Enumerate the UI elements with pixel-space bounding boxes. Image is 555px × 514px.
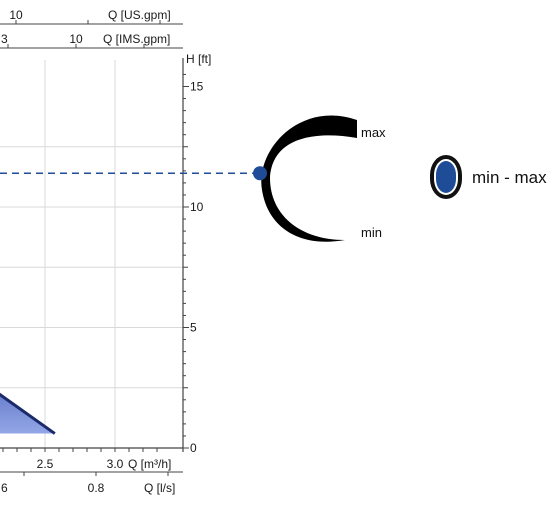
x-axis-label-ims: Q [IMS.gpm] bbox=[103, 32, 170, 46]
x-tick-label-ls-0.8: 0.8 bbox=[88, 481, 105, 495]
y-axis-unit-label: H [ft] bbox=[186, 52, 211, 66]
oval-icon-fill bbox=[436, 161, 456, 193]
x-tick-label-ims-partial: 3 bbox=[1, 32, 8, 46]
y-tick-label-10: 10 bbox=[190, 200, 204, 214]
x-tick-label-ls-partial: 6 bbox=[1, 481, 8, 495]
axis-ticks bbox=[2, 20, 189, 476]
y-tick-label-15: 15 bbox=[190, 80, 204, 94]
x-tick-label-m3h-2.5: 2.5 bbox=[37, 457, 54, 471]
pump-curve bbox=[0, 337, 56, 435]
dial-min-label: min bbox=[361, 225, 382, 240]
chart-axes bbox=[0, 23, 184, 473]
y-tick-label-5: 5 bbox=[190, 321, 197, 335]
x-tick-label-ims-10: 10 bbox=[69, 32, 83, 46]
x-axis-label-ls: Q [l/s] bbox=[144, 481, 175, 495]
legend-min-max-label: min - max bbox=[472, 168, 547, 187]
y-tick-label-0: 0 bbox=[190, 441, 197, 455]
x-tick-label-m3h-3.0: 3.0 bbox=[107, 457, 124, 471]
axis-labels: 0 5 10 15 H [ft] 2.5 3.0 Q [m³/h] 6 0.8 Q [l/s] 10 Q… bbox=[0, 8, 258, 495]
curve-edge-line bbox=[0, 392, 56, 435]
speed-legend: min - max bbox=[430, 155, 547, 199]
x-tick-label-us-10: 10 bbox=[9, 8, 23, 22]
dial-max-label: max bbox=[361, 125, 386, 140]
operating-point-marker[interactable] bbox=[253, 166, 267, 181]
x-axis-label-m3h: Q [m³/h] bbox=[128, 457, 171, 471]
x-axis-label-us: Q [US.gpm] bbox=[108, 8, 171, 22]
curve-area bbox=[0, 337, 55, 434]
chart-grid bbox=[0, 60, 183, 448]
speed-dial-crescent bbox=[261, 115, 357, 242]
speed-dial: max min bbox=[253, 115, 386, 242]
